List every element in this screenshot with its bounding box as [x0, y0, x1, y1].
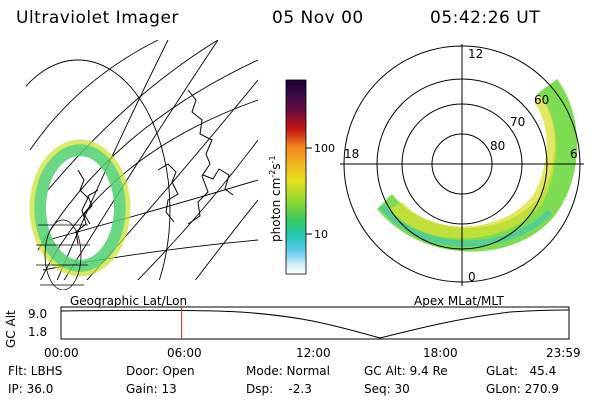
instrument-title: Ultraviolet Imager [16, 8, 179, 28]
colorbar-tick: 10 [314, 228, 328, 241]
lat-label-70: 70 [510, 115, 525, 129]
colorbar-scale [285, 79, 307, 275]
gcalt-info: GC Alt: 9.4 Re [364, 364, 448, 378]
alt-xtick: 00:00 [44, 346, 79, 360]
mlt-label-12: 12 [468, 47, 483, 61]
mlt-label-6: 6 [570, 147, 578, 161]
colorbar-label: photon cm-2s-1 [268, 155, 283, 242]
glat-info: GLat: 45.4 [486, 364, 557, 378]
alt-xtick: 12:00 [296, 346, 331, 360]
mode-info: Mode: Normal [246, 364, 330, 378]
dsp-info: Dsp: -2.3 [246, 382, 312, 396]
seq-info: Seq: 30 [364, 382, 410, 396]
ip-info: IP: 36.0 [8, 382, 54, 396]
date-label: 05 Nov 00 [272, 8, 364, 28]
colorbar-tick: 100 [314, 142, 335, 155]
altitude-plot [60, 306, 570, 340]
alt-ytick: 1.8 [28, 325, 48, 339]
mlt-label-18: 18 [344, 147, 359, 161]
colorbar: 100 10 [285, 79, 335, 275]
mlt-label-0: 0 [468, 270, 476, 284]
alt-xtick: 06:00 [167, 346, 202, 360]
altitude-frame [60, 306, 570, 340]
alt-xtick: 18:00 [423, 346, 458, 360]
lat-label-80: 80 [490, 139, 505, 153]
geographic-map [26, 40, 258, 290]
glon-info: GLon: 270.9 [486, 382, 559, 396]
door-info: Door: Open [126, 364, 195, 378]
gain-info: Gain: 13 [126, 382, 177, 396]
right-caption: Apex MLat/MLT [414, 294, 504, 308]
alt-ytick: 9.0 [28, 307, 48, 321]
alt-xtick: 23:59 [546, 346, 581, 360]
lat-label-60: 60 [534, 93, 549, 107]
left-caption: Geographic Lat/Lon [70, 294, 188, 308]
polar-plot: 12 18 6 0 60 70 80 [340, 44, 584, 286]
alt-ylabel: GC Alt [4, 310, 18, 348]
time-label: 05:42:26 UT [430, 8, 541, 28]
filter-info: Flt: LBHS [8, 364, 63, 378]
globe-outline [26, 59, 171, 280]
aurora-band [377, 79, 578, 252]
